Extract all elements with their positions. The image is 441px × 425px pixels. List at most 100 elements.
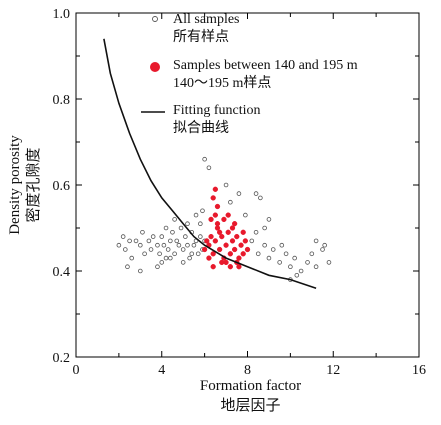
subset-sample-point: [219, 233, 225, 240]
x-tick-label: 0: [73, 363, 80, 378]
subset-sample-point: [223, 242, 229, 248]
all-sample-point: [277, 260, 282, 265]
all-sample-point: [133, 238, 139, 244]
all-sample-point: [163, 225, 169, 231]
subset-sample-point: [210, 251, 216, 257]
subset-sample-point: [216, 229, 223, 235]
all-sample-point: [140, 230, 145, 235]
all-sample-point: [159, 260, 165, 265]
subset-sample-point: [210, 264, 216, 270]
y-tick-label: 0.4: [53, 265, 71, 280]
legend-label: Samples between 140 and 195 m: [173, 58, 358, 73]
all-sample-point: [294, 272, 300, 278]
all-sample-point: [157, 251, 162, 257]
all-sample-point: [202, 156, 207, 162]
axis-labels: 0 4 8 12 16 0.2 0.4 0.6 0.8 1.0 Formation factor 地层…: [7, 7, 426, 414]
all-sample-point: [198, 221, 203, 227]
all-sample-point: [161, 242, 167, 248]
all-sample-point: [165, 247, 171, 252]
subset-sample-point: [238, 242, 244, 248]
all-sample-point: [322, 242, 327, 248]
all-sample-point: [236, 191, 242, 196]
subset-sample-point: [234, 233, 240, 240]
all-sample-point: [127, 238, 132, 244]
all-sample-point: [142, 251, 147, 257]
x-axis-title: Formation factor: [200, 378, 301, 394]
subset-sample-point: [208, 233, 214, 240]
all-sample-point: [150, 234, 156, 239]
subset-sample-point: [225, 212, 231, 218]
fit-curve: [103, 38, 317, 289]
x-tick-label: 4: [158, 363, 165, 378]
x-tick-label: 16: [412, 363, 426, 378]
subset-sample-point: [236, 255, 242, 261]
legend-label-cn: 拟合曲线: [173, 120, 229, 136]
all-sample-point: [223, 182, 229, 188]
all-sample-point: [249, 238, 255, 244]
all-sample-point: [270, 247, 276, 252]
fitting-function-line: [103, 38, 317, 289]
all-sample-point: [170, 230, 175, 235]
all-sample-point: [309, 251, 315, 257]
all-sample-point: [279, 242, 285, 248]
y-tick-label: 1.0: [53, 7, 71, 22]
all-sample-point: [189, 251, 195, 257]
subset-samples-points: [201, 186, 251, 270]
y-tick-label: 0.2: [53, 351, 71, 366]
x-tick-label: 8: [244, 363, 251, 378]
subset-sample-point: [229, 225, 236, 231]
all-sample-point: [326, 260, 332, 265]
legend: All samples 所有样点 Samples between 140 and 1…: [141, 12, 358, 136]
all-sample-point: [198, 234, 203, 239]
y-axis-title: Density porosity: [7, 135, 23, 235]
all-sample-point: [313, 264, 319, 270]
all-sample-point: [262, 242, 267, 248]
legend-label-cn: 140～195 m样点: [173, 75, 271, 91]
all-sample-point: [195, 251, 201, 257]
all-sample-point: [266, 217, 272, 222]
all-sample-point: [255, 251, 261, 257]
all-sample-point: [183, 234, 188, 239]
all-sample-point: [146, 238, 152, 244]
subset-sample-point: [210, 195, 216, 201]
legend-label: All samples: [173, 12, 240, 27]
all-sample-point: [172, 217, 177, 222]
all-sample-point: [258, 195, 263, 201]
all-sample-point: [305, 260, 310, 265]
legend-label-cn: 所有样点: [173, 29, 229, 45]
all-sample-point: [125, 264, 130, 270]
y-tick-label: 0.8: [53, 93, 71, 108]
x-tick-label: 12: [326, 363, 340, 378]
all-sample-point: [313, 238, 319, 244]
legend-marker-subset: [150, 62, 160, 72]
x-axis-title-cn: 地层因子: [220, 397, 280, 414]
all-sample-point: [123, 247, 128, 252]
subset-sample-point: [231, 246, 238, 253]
all-sample-point: [180, 247, 186, 252]
all-sample-point: [206, 165, 212, 171]
all-sample-point: [266, 255, 272, 261]
all-sample-point: [288, 264, 293, 270]
all-sample-point: [138, 242, 143, 248]
all-sample-point: [292, 255, 297, 261]
all-sample-point: [168, 238, 173, 244]
all-sample-point: [253, 191, 259, 196]
subset-sample-point: [208, 216, 214, 223]
y-axis-title-cn: 密度孔隙度: [25, 147, 42, 222]
subset-sample-point: [212, 238, 218, 244]
subset-sample-point: [206, 255, 212, 261]
legend-label: Fitting function: [173, 103, 261, 118]
all-sample-point: [320, 247, 325, 252]
all-sample-point: [163, 255, 169, 261]
all-sample-point: [185, 221, 190, 227]
all-sample-point: [155, 264, 160, 270]
all-sample-point: [155, 242, 160, 248]
subset-sample-point: [214, 203, 221, 210]
subset-sample-point: [229, 238, 236, 244]
subset-sample-point: [212, 212, 218, 218]
subset-sample-point: [231, 221, 238, 227]
all-sample-point: [172, 251, 177, 257]
all-sample-point: [298, 268, 304, 274]
subset-sample-point: [240, 229, 246, 235]
